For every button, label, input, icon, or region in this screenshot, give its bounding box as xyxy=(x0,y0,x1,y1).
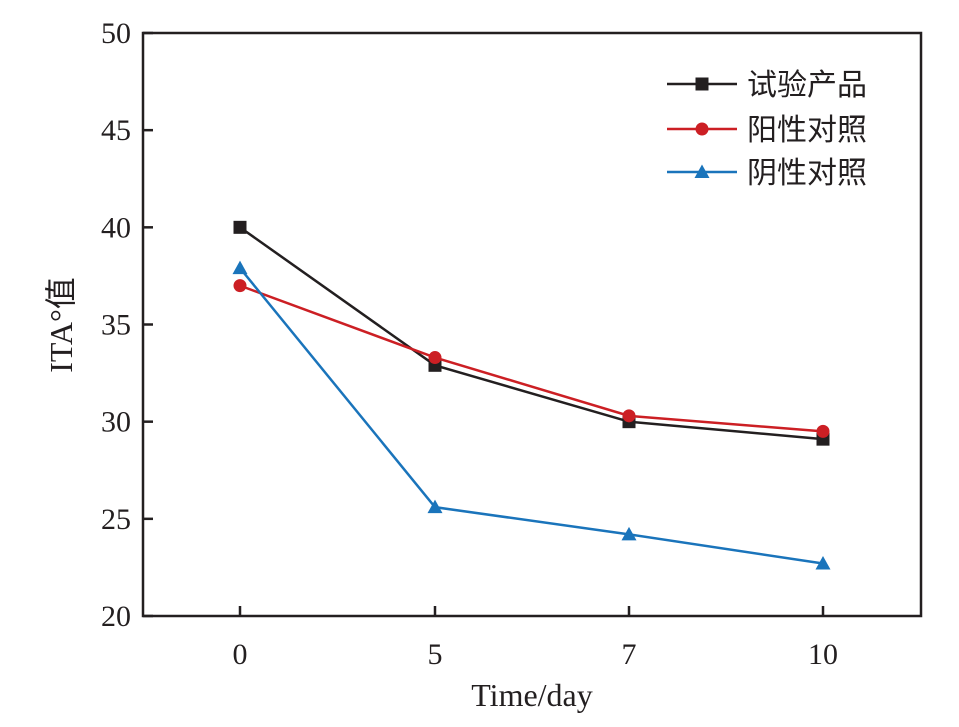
legend-marker xyxy=(695,122,709,136)
data-point xyxy=(233,220,247,234)
data-point xyxy=(816,424,830,438)
data-point xyxy=(233,279,247,293)
data-point xyxy=(428,351,442,365)
x-tick-label: 7 xyxy=(622,638,637,671)
x-axis-title: Time/day xyxy=(471,677,593,713)
y-tick-label: 40 xyxy=(101,211,131,244)
x-tick-label: 10 xyxy=(808,638,838,671)
legend-item: 试验产品 xyxy=(667,68,867,103)
legend-label: 阳性对照 xyxy=(747,113,867,148)
x-tick-label: 0 xyxy=(233,638,248,671)
legend-label: 试验产品 xyxy=(747,68,867,103)
series-layer xyxy=(232,220,831,570)
y-axis-title: ITA°值 xyxy=(43,277,79,373)
y-tick-label: 30 xyxy=(101,406,131,439)
y-tick-label: 50 xyxy=(101,17,131,50)
y-tick-label: 25 xyxy=(101,503,131,536)
data-point xyxy=(622,409,636,423)
x-tick-label: 5 xyxy=(428,638,443,671)
data-point xyxy=(427,499,443,514)
y-tick-label: 45 xyxy=(101,114,131,147)
axes: 20 25 30 35 40 45 50 0 5 7 10 xyxy=(101,17,923,671)
legend-marker xyxy=(695,77,709,91)
legend-item: 阳性对照 xyxy=(667,113,867,148)
data-point xyxy=(815,556,831,570)
series-1 xyxy=(233,220,830,446)
series-line xyxy=(239,226,824,441)
y-tick-label: 35 xyxy=(101,309,131,342)
legend-label: 阴性对照 xyxy=(747,156,867,191)
series-2 xyxy=(233,279,830,438)
legend-item: 阴性对照 xyxy=(667,156,867,191)
series-3 xyxy=(232,260,831,570)
series-line xyxy=(239,267,824,565)
y-tick-label: 20 xyxy=(101,600,131,633)
data-point xyxy=(621,526,637,541)
legend-marker xyxy=(694,164,710,178)
series-line xyxy=(239,284,824,433)
data-point xyxy=(232,260,248,275)
